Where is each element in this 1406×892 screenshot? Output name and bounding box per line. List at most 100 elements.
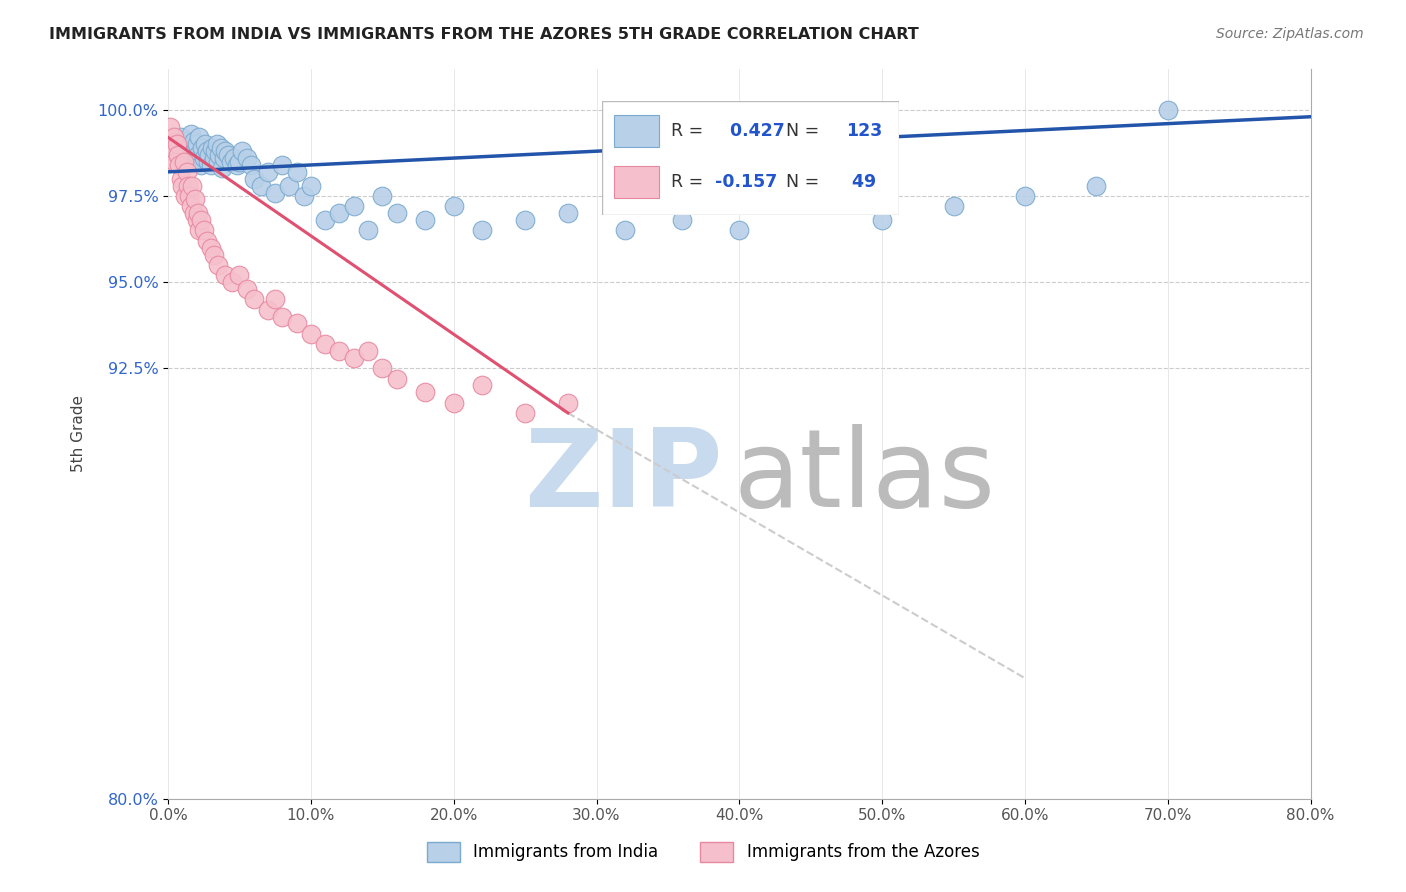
Point <box>188 223 211 237</box>
Text: ZIP: ZIP <box>523 425 723 531</box>
Point <box>371 361 394 376</box>
Point <box>299 178 322 193</box>
Point <box>160 137 183 152</box>
Point <box>385 371 408 385</box>
Point <box>174 189 197 203</box>
Point <box>177 151 200 165</box>
Point <box>1085 178 1108 193</box>
Text: IMMIGRANTS FROM INDIA VS IMMIGRANTS FROM THE AZORES 5TH GRADE CORRELATION CHART: IMMIGRANTS FROM INDIA VS IMMIGRANTS FROM… <box>49 27 920 42</box>
Point <box>942 199 965 213</box>
Point <box>174 144 197 158</box>
Y-axis label: 5th Grade: 5th Grade <box>72 395 86 472</box>
Point <box>200 158 222 172</box>
Point <box>513 213 536 227</box>
Point <box>191 141 214 155</box>
Point <box>186 154 208 169</box>
Point <box>197 154 219 169</box>
Point <box>204 144 226 158</box>
Point <box>176 165 198 179</box>
Point <box>170 130 193 145</box>
Point <box>285 165 308 179</box>
Point <box>443 199 465 213</box>
Point <box>343 351 366 365</box>
Point <box>299 326 322 341</box>
Point <box>193 223 215 237</box>
Point <box>242 171 264 186</box>
Point <box>614 223 637 237</box>
Point <box>183 134 205 148</box>
Point <box>184 193 207 207</box>
Point <box>264 293 287 307</box>
Point <box>173 154 195 169</box>
Point <box>190 158 212 172</box>
Point <box>235 282 257 296</box>
Point <box>250 178 273 193</box>
Point <box>285 317 308 331</box>
Point <box>173 137 195 152</box>
Point <box>328 343 350 358</box>
Point <box>209 141 232 155</box>
Point <box>214 268 236 283</box>
Point <box>222 151 245 165</box>
Point <box>167 147 190 161</box>
Point <box>228 154 250 169</box>
Point <box>193 151 215 165</box>
Point <box>207 154 229 169</box>
Point <box>172 147 194 161</box>
Point <box>385 206 408 220</box>
Point <box>166 137 188 152</box>
Point <box>671 213 693 227</box>
Point <box>187 147 209 161</box>
Point <box>186 137 208 152</box>
Point <box>217 147 239 161</box>
Point <box>225 158 247 172</box>
Point <box>413 385 436 400</box>
Point <box>202 151 225 165</box>
Point <box>257 302 280 317</box>
Point <box>221 275 243 289</box>
Point <box>162 144 184 158</box>
Point <box>214 144 236 158</box>
Point <box>212 151 235 165</box>
Point <box>1014 189 1036 203</box>
Point <box>186 213 208 227</box>
Point <box>183 206 205 220</box>
Point <box>257 165 280 179</box>
Point <box>728 223 751 237</box>
Point <box>205 137 228 152</box>
Point <box>184 144 207 158</box>
Point <box>194 137 217 152</box>
Point <box>800 189 823 203</box>
Point <box>187 206 209 220</box>
Point <box>211 161 233 176</box>
Point <box>235 151 257 165</box>
Point <box>159 120 181 134</box>
Point <box>314 213 336 227</box>
Point <box>163 130 186 145</box>
Point <box>190 213 212 227</box>
Point <box>165 154 187 169</box>
Point <box>167 134 190 148</box>
Point <box>181 147 204 161</box>
Point <box>557 395 579 409</box>
Point <box>357 223 380 237</box>
Point <box>271 158 294 172</box>
Point <box>180 199 202 213</box>
Point <box>162 144 184 158</box>
Point <box>179 189 201 203</box>
Point <box>202 247 225 261</box>
Point <box>471 223 494 237</box>
Point <box>228 268 250 283</box>
Point <box>343 199 366 213</box>
Text: Source: ZipAtlas.com: Source: ZipAtlas.com <box>1216 27 1364 41</box>
Point <box>169 141 191 155</box>
Point <box>179 141 201 155</box>
Point <box>328 206 350 220</box>
Point <box>513 406 536 420</box>
Point <box>200 241 222 255</box>
Point <box>169 158 191 172</box>
Point <box>177 178 200 193</box>
Point <box>271 310 294 324</box>
Point <box>443 395 465 409</box>
Point <box>242 293 264 307</box>
